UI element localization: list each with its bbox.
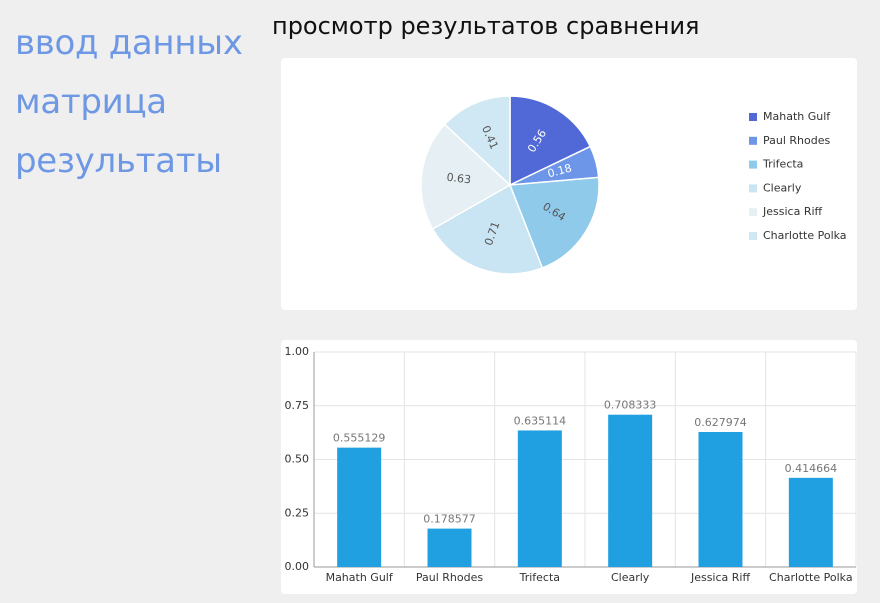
legend-swatch xyxy=(749,136,757,145)
y-tick-label: 0.50 xyxy=(285,453,310,466)
bar-chart-card: 0.00 0.25 0.50 0.75 1.00 0.555129 Mahath Gulf 0… xyxy=(281,340,857,594)
pie-slice[interactable] xyxy=(508,176,600,269)
y-tick-label: 0.75 xyxy=(285,399,310,412)
y-tick-label: 0.25 xyxy=(285,506,310,519)
legend-swatch xyxy=(749,113,757,121)
pie-chart-card: 0.56 0.18 0.64 0.71 0.63 0.41 Mahath Gulf Paul … xyxy=(281,58,857,310)
legend-swatch xyxy=(749,160,757,169)
y-tick-label: 1.00 xyxy=(285,345,310,358)
bar-data-label: 0.555129 xyxy=(333,432,386,445)
bar[interactable] xyxy=(337,447,382,567)
legend-label[interactable]: Clearly xyxy=(763,181,802,194)
bar-data-label: 0.414664 xyxy=(785,462,838,475)
x-tick-label: Charlotte Polka xyxy=(769,571,853,584)
bar[interactable] xyxy=(788,477,833,567)
bar[interactable] xyxy=(517,430,562,567)
bar-data-label: 0.635114 xyxy=(514,414,567,427)
legend-label[interactable]: Charlotte Polka xyxy=(763,229,847,242)
y-tick-label: 0.00 xyxy=(285,560,310,573)
nav-item-data-input[interactable]: ввод данных xyxy=(15,23,243,63)
legend-label[interactable]: Jessica Riff xyxy=(762,205,823,218)
pie-slice[interactable] xyxy=(431,183,544,275)
legend-label[interactable]: Paul Rhodes xyxy=(763,134,830,147)
legend-label[interactable]: Mahath Gulf xyxy=(763,110,831,123)
x-tick-label: Paul Rhodes xyxy=(416,571,483,584)
legend-swatch xyxy=(749,208,757,217)
bar[interactable] xyxy=(698,431,743,567)
x-tick-label: Trifecta xyxy=(519,571,560,584)
pie-slice[interactable] xyxy=(420,123,512,231)
bar-data-label: 0.178577 xyxy=(423,513,476,526)
pie-slice[interactable] xyxy=(443,95,511,187)
pie-slice[interactable] xyxy=(509,95,592,187)
pie-slice-label: 0.63 xyxy=(446,171,472,187)
legend-swatch xyxy=(749,232,757,240)
page-title: просмотр результатов сравнения xyxy=(272,12,700,40)
sidebar-nav: ввод данных матрица результаты xyxy=(15,14,243,191)
nav-item-matrix[interactable]: матрица xyxy=(15,82,167,122)
x-tick-label: Jessica Riff xyxy=(690,571,751,584)
bar[interactable] xyxy=(427,528,472,567)
legend-swatch xyxy=(749,184,757,193)
nav-item-results[interactable]: результаты xyxy=(15,141,222,181)
pie-slice-label: 0.18 xyxy=(546,161,573,180)
bar-data-label: 0.627974 xyxy=(694,416,747,429)
legend-label[interactable]: Trifecta xyxy=(762,158,803,171)
bar-chart: 0.00 0.25 0.50 0.75 1.00 0.555129 Mahath Gulf 0… xyxy=(285,345,857,584)
x-tick-label: Mahath Gulf xyxy=(326,571,394,584)
x-tick-label: Clearly xyxy=(611,571,650,584)
bar[interactable] xyxy=(608,414,653,567)
bar-data-label: 0.708333 xyxy=(604,399,657,412)
